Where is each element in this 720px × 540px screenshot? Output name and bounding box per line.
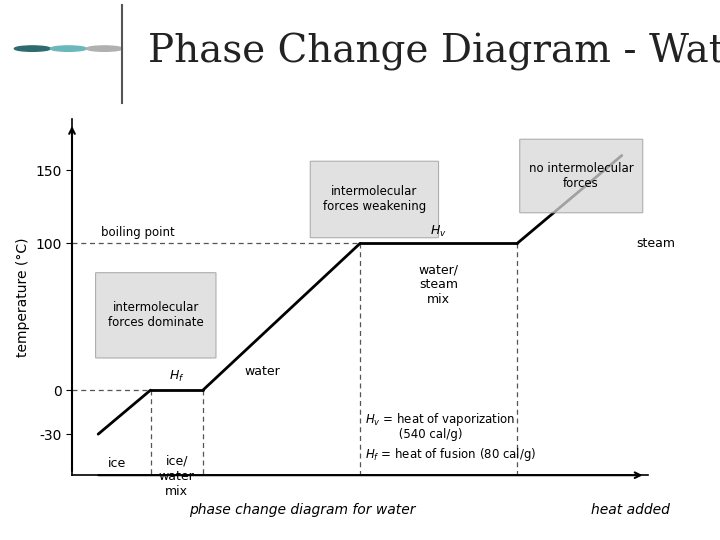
Text: heat added: heat added [590, 503, 670, 517]
FancyBboxPatch shape [96, 273, 216, 358]
Text: ice: ice [107, 457, 125, 470]
Text: $H_f$: $H_f$ [169, 369, 184, 384]
Text: water/
steam
mix: water/ steam mix [418, 263, 459, 306]
Y-axis label: temperature (°C): temperature (°C) [16, 237, 30, 357]
Text: steam: steam [636, 237, 675, 250]
Text: (540 cal/g): (540 cal/g) [365, 428, 463, 441]
Circle shape [50, 46, 86, 51]
Text: water: water [245, 366, 281, 379]
FancyBboxPatch shape [310, 161, 438, 238]
Text: no intermolecular
forces: no intermolecular forces [528, 162, 634, 190]
Circle shape [86, 46, 122, 51]
FancyBboxPatch shape [520, 139, 643, 213]
Text: intermolecular
forces dominate: intermolecular forces dominate [108, 301, 204, 329]
Text: boiling point: boiling point [101, 226, 174, 239]
Text: ice/
water
mix: ice/ water mix [159, 455, 194, 498]
Text: intermolecular
forces weakening: intermolecular forces weakening [323, 185, 426, 213]
Text: phase change diagram for water: phase change diagram for water [189, 503, 415, 517]
Text: $H_v$ = heat of vaporization: $H_v$ = heat of vaporization [365, 410, 516, 428]
Text: $H_f$ = heat of fusion (80 cal/g): $H_f$ = heat of fusion (80 cal/g) [365, 446, 536, 463]
Circle shape [14, 46, 50, 51]
Text: $H_v$: $H_v$ [431, 224, 447, 239]
Text: Phase Change Diagram - Water: Phase Change Diagram - Water [148, 33, 720, 71]
